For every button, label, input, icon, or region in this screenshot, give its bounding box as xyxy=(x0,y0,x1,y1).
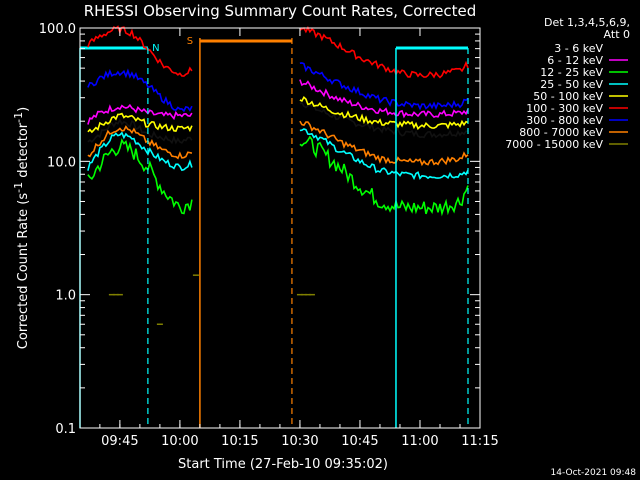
legend-label-8: 7000 - 15000 keV xyxy=(505,138,603,151)
y-axis-label-pre: Corrected Count Rate (s xyxy=(16,193,31,350)
series-line-3-0 xyxy=(87,131,193,172)
legend-label-2: 12 - 25 keV xyxy=(540,66,603,79)
series-line-6-0 xyxy=(87,68,193,113)
chart-title: RHESSI Observing Summary Count Rates, Co… xyxy=(84,2,477,20)
y-axis-label-sup1: -1 xyxy=(12,182,25,193)
y-tick-label-3: 0.1 xyxy=(55,422,76,437)
footer-date: 14-Oct-2021 09:48 xyxy=(551,468,637,478)
plot-frame xyxy=(79,27,481,429)
x-tick-label-6: 11:15 xyxy=(461,434,498,449)
series-line-2-1 xyxy=(299,135,469,217)
series-line-5-1 xyxy=(299,25,469,79)
series-line-5-0 xyxy=(87,25,193,77)
x-tick-label-2: 10:15 xyxy=(221,434,258,449)
series-line-7-1 xyxy=(299,120,469,167)
legend-label-3: 25 - 50 keV xyxy=(540,78,603,91)
series-line-0-0 xyxy=(87,118,193,145)
legend-label-6: 300 - 800 keV xyxy=(526,114,603,127)
x-tick-label-5: 11:00 xyxy=(401,434,438,449)
legend-label-7: 800 - 7000 keV xyxy=(519,126,603,139)
legend-label-1: 6 - 12 keV xyxy=(547,54,603,67)
marker-s: S xyxy=(187,36,193,47)
legend-header-line1: Det 1,3,4,5,6,9, xyxy=(544,16,630,29)
series-line-0-1 xyxy=(299,101,468,139)
x-tick-label-3: 10:30 xyxy=(281,434,318,449)
series-line-1-0 xyxy=(87,103,193,125)
legend-label-5: 100 - 300 keV xyxy=(526,102,603,115)
y-axis-label-mid: detector xyxy=(16,122,31,182)
x-axis-label: Start Time (27-Feb-10 09:35:02) xyxy=(178,457,388,472)
x-tick-label-4: 10:45 xyxy=(341,434,378,449)
x-tick-label-0: 09:45 xyxy=(101,434,138,449)
marker-n: N xyxy=(152,43,159,54)
y-axis-label-post: ) xyxy=(16,107,31,112)
series-line-2-0 xyxy=(87,138,193,215)
series-line-3-1 xyxy=(299,128,469,181)
y-axis-label: Corrected Count Rate (s-1 detector-1) xyxy=(12,107,31,349)
x-tick-label-1: 10:00 xyxy=(161,434,198,449)
y-tick-label-2: 1.0 xyxy=(55,289,76,304)
y-tick-label-1: 10.0 xyxy=(47,155,76,170)
y-axis-label-sup2: -1 xyxy=(12,112,25,123)
series-line-4-0 xyxy=(87,112,193,134)
legend-label-4: 50 - 100 keV xyxy=(533,90,603,103)
series-line-7-0 xyxy=(87,125,193,160)
series-line-4-1 xyxy=(299,96,469,131)
legend-header-line2: Att 0 xyxy=(604,28,630,41)
series-line-1-1 xyxy=(299,79,469,119)
y-tick-label-0: 100.0 xyxy=(39,22,76,37)
legend-label-0: 3 - 6 keV xyxy=(554,42,603,55)
series-line-6-1 xyxy=(299,62,469,111)
